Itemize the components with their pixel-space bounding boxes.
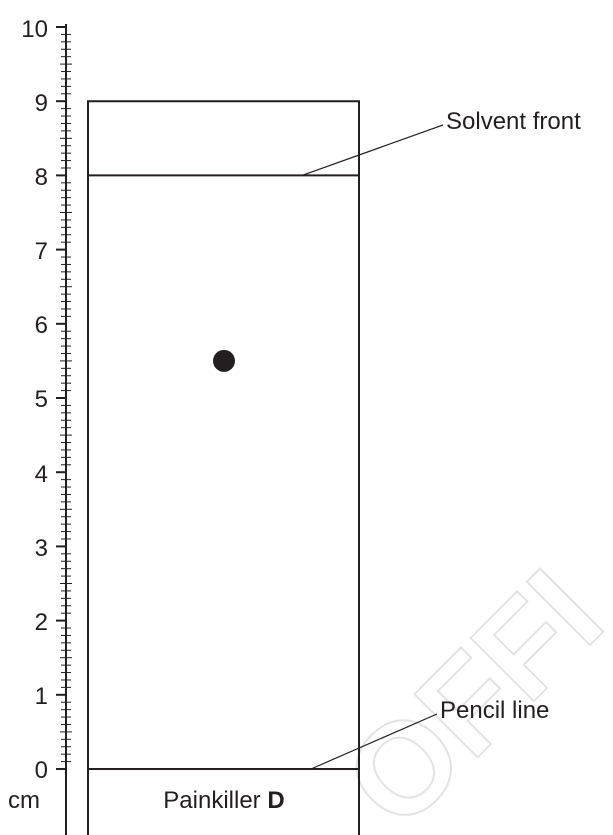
- tick-label-6: 6: [35, 312, 48, 339]
- sample-label: Painkiller D: [163, 787, 284, 814]
- tick-label-1: 1: [35, 683, 48, 710]
- tick-label-3: 3: [35, 535, 48, 562]
- ruler: 0 1 2 3 4 5 6 7 8 9 10 cm: [8, 16, 72, 835]
- paper-outline: [87, 100, 360, 835]
- tick-label-10: 10: [21, 16, 48, 43]
- tick-label-5: 5: [35, 386, 48, 413]
- tick-label-2: 2: [35, 609, 48, 636]
- callouts: Solvent front Pencil line: [301, 108, 581, 770]
- sample-label-letter: D: [267, 787, 284, 814]
- ruler-tick-labels: 0 1 2 3 4 5 6 7 8 9 10: [21, 16, 48, 784]
- tick-label-0: 0: [35, 757, 48, 784]
- chromatography-paper: Painkiller D: [87, 100, 360, 835]
- tick-label-8: 8: [35, 164, 48, 191]
- ruler-ticks: [56, 26, 72, 770]
- watermark: OFFI: [316, 541, 613, 835]
- sample-spot: [213, 349, 235, 372]
- watermark-text: OFFI: [317, 542, 613, 835]
- sample-label-prefix: Painkiller: [163, 787, 267, 814]
- solvent-front-leader: [301, 124, 444, 176]
- pencil-line-leader: [310, 713, 438, 770]
- tick-label-7: 7: [35, 238, 48, 265]
- ruler-unit-label: cm: [8, 787, 40, 814]
- tick-label-9: 9: [35, 90, 48, 117]
- tick-label-4: 4: [35, 461, 48, 488]
- pencil-line-label: Pencil line: [440, 697, 549, 724]
- solvent-front-label: Solvent front: [446, 108, 581, 135]
